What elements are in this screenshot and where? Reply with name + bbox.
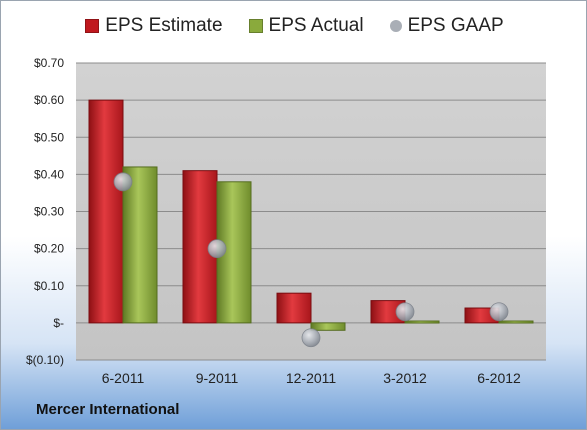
legend-item-estimate: EPS Estimate [85,15,223,37]
bars [88,99,534,331]
bar-eps-estimate [276,292,312,324]
y-tick-label: $0.40 [34,167,64,181]
bar-eps-actual [498,320,534,324]
legend-label-estimate: EPS Estimate [105,15,223,36]
legend-label-gaap: EPS GAAP [407,15,504,36]
y-tick-label: $0.10 [34,279,64,293]
legend-item-actual: EPS Actual [248,15,364,37]
x-tick-label: 6-2012 [477,370,521,386]
y-tick-label: $0.30 [34,205,64,219]
x-tick-label: 3-2012 [383,370,427,386]
y-tick-label: $- [53,316,64,330]
bar-eps-actual [122,166,158,324]
x-tick-label: 6-2011 [102,370,145,386]
point-eps-gaap [489,302,509,322]
y-axis-ticks: $0.70 $0.60 $0.50 $0.40 $0.30 $0.20 $0.10 $- $(0… [26,56,64,367]
point-eps-gaap [395,302,415,322]
bar-eps-estimate [88,99,124,324]
y-tick-label: $(0.10) [26,353,64,367]
point-eps-gaap [207,239,227,259]
y-tick-label: $0.70 [34,56,64,70]
legend-swatch-actual [248,19,263,33]
y-tick-label: $0.60 [34,93,64,107]
bar-eps-actual [310,322,346,331]
x-axis-ticks: 6-2011 9-2011 12-2011 3-2012 6-2012 [102,370,521,386]
y-tick-label: $0.50 [34,130,64,144]
y-tick-label: $0.20 [34,242,64,256]
legend-item-gaap: EPS GAAP [389,15,504,37]
point-eps-gaap [301,328,321,348]
gaap-points [113,172,509,348]
legend: EPS Estimate EPS Actual EPS GAAP [1,15,586,37]
bar-eps-actual [404,320,440,324]
legend-swatch-gaap [389,20,402,32]
x-tick-label: 9-2011 [196,370,239,386]
legend-label-actual: EPS Actual [268,15,364,36]
company-name: Mercer International [36,401,180,418]
point-eps-gaap [113,172,133,192]
legend-swatch-estimate [85,19,100,33]
x-tick-label: 12-2011 [286,370,337,386]
